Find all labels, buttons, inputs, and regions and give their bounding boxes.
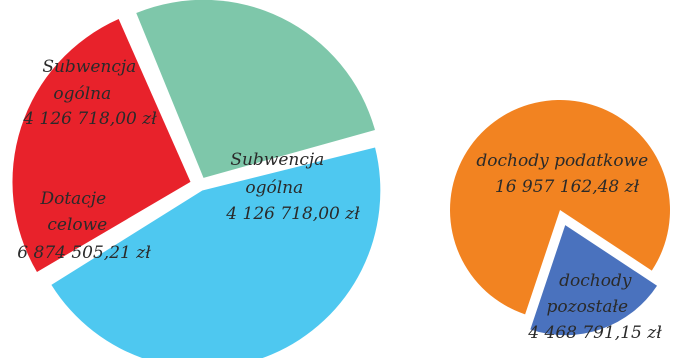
pie-slice-dotacje-celowe [51, 147, 381, 358]
left-pie: Subwencja ogólna 4 126 718,00 zł Dotacje… [12, 0, 381, 358]
pie-slice-subwencja-large [136, 0, 375, 178]
slice-label-subwencja-large: Subwencja ogólna 4 126 718,00 zł [225, 150, 360, 224]
slice-label-dotacje-celowe: Dotacje celowe 6 874 505,21 zł [17, 189, 151, 263]
pie-slice-subwencja-small [12, 19, 191, 273]
right-pie: dochody podatkowe 16 957 162,48 zł docho… [450, 100, 671, 343]
slice-label-dochody-pozostale: dochody pozostałe 4 468 791,15 zł [527, 271, 662, 343]
pie-slice-dochody-pozostale [530, 225, 658, 336]
slice-label-subwencja-small: Subwencja ogólna 4 126 718,00 zł [22, 57, 157, 129]
pie-slice-dochody-podatkowe [450, 100, 671, 315]
slice-label-dochody-podatkowe: dochody podatkowe 16 957 162,48 zł [476, 151, 653, 197]
